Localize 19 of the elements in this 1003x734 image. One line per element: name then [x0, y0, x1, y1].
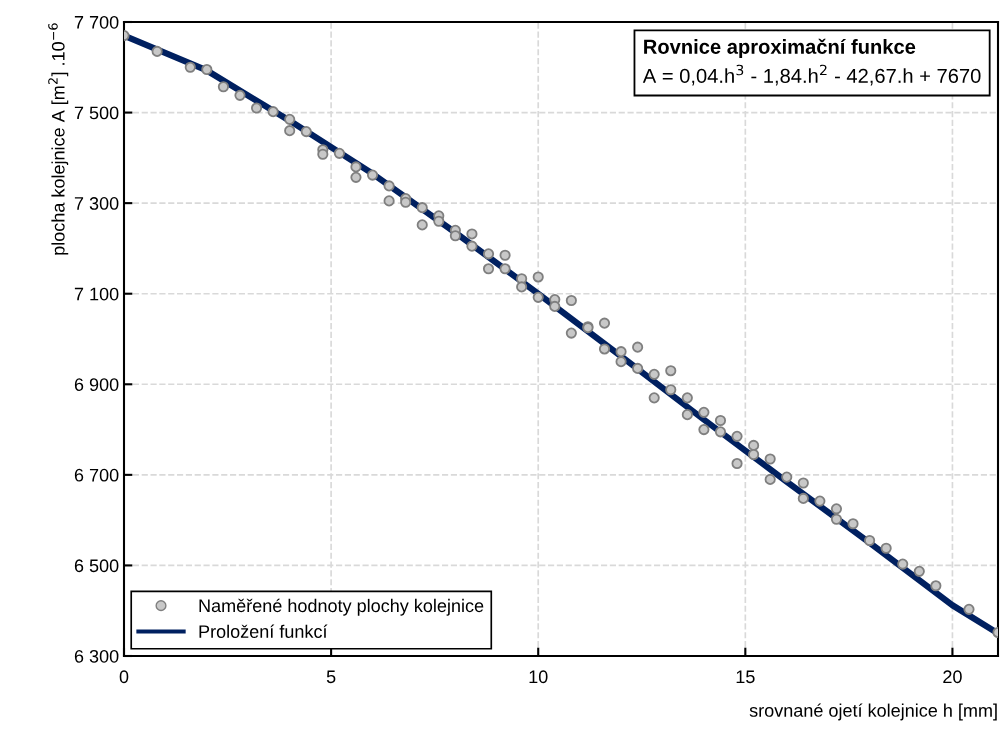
y-tick-label: 6 900 [74, 378, 119, 392]
x-tick-label: 15 [736, 670, 755, 684]
y-tick-label: 6 500 [74, 559, 119, 573]
legend-label: Naměřené hodnoty plochy kolejnice [199, 598, 484, 616]
y-tick-label: 7 100 [74, 287, 119, 301]
legend-label: Proložení funkcí [199, 624, 328, 638]
annotation: A = 0,04.h$^{3}$ - 1,84.h$^{2}$ - 42,67.h + 7670 [642, 64, 981, 86]
y-tick-label: 7 300 [74, 197, 119, 210]
y-tick-label: 7 700 [74, 15, 119, 29]
x-tick-label: 20 [943, 670, 962, 684]
y-tick-label: 7 500 [74, 106, 119, 120]
x-tick-label: 5 [326, 670, 336, 684]
y-tick-label: 6 700 [74, 468, 119, 482]
x-tick-label: 10 [529, 670, 548, 684]
y-tick-label: 6 300 [74, 649, 119, 663]
annotation: Rovnice aproximační funkce [644, 38, 916, 58]
x-tick-label: 0 [119, 670, 129, 684]
y-axis-title: plocha kolejnice A [m$^{2}$] .10$^{−6}$ [48, 23, 69, 255]
x-axis-title: srovnané ojetí kolejnice h [mm] [749, 703, 997, 721]
